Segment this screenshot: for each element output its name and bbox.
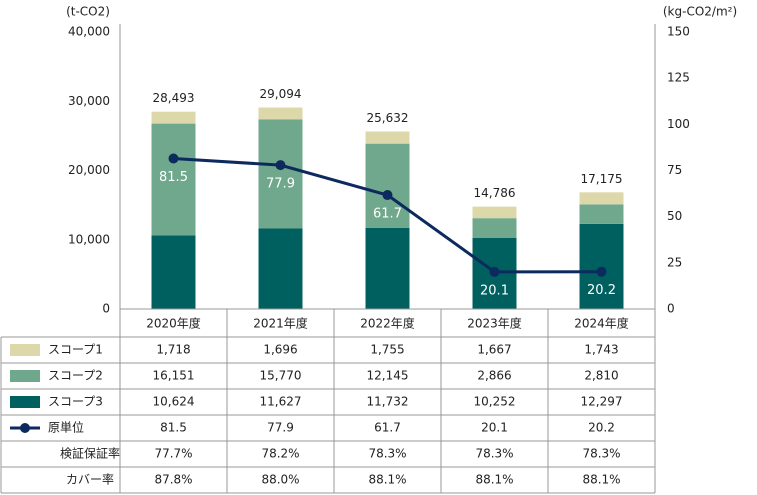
bar-segment: [151, 111, 196, 124]
bar-segment: [472, 206, 517, 219]
table-cell: 77.7%: [154, 447, 192, 461]
row-label: 検証保証率: [60, 446, 120, 461]
x-tick-label: 2022年度: [360, 316, 415, 331]
line-marker: [168, 153, 179, 164]
bar-segment: [579, 204, 624, 224]
bar-segment: [472, 218, 517, 239]
y2-tick-label: 150: [667, 25, 690, 39]
y-tick-label: 30,000: [68, 94, 110, 108]
bar-segment: [258, 119, 303, 229]
table-cell: 1,755: [370, 343, 404, 357]
legend-label: スコープ2: [48, 369, 103, 383]
table-cell: 77.9: [267, 421, 294, 435]
bar-segment: [258, 228, 303, 309]
line-label: 20.2: [587, 283, 616, 298]
y-tick-label: 0: [102, 302, 110, 316]
table-cell: 1,718: [156, 343, 190, 357]
table-cell: 2,866: [477, 369, 511, 383]
y2-tick-label: 100: [667, 117, 690, 131]
x-tick-label: 2021年度: [253, 316, 308, 331]
bar-segment: [258, 107, 303, 120]
legend-swatch: [10, 344, 40, 356]
total-label: 14,786: [474, 186, 516, 200]
table-cell: 20.2: [588, 421, 615, 435]
y2-tick-label: 125: [667, 71, 690, 85]
legend-label: 原単位: [48, 420, 84, 435]
line-marker: [489, 266, 500, 277]
table-cell: 88.0%: [261, 473, 299, 487]
table-cell: 16,151: [153, 369, 195, 383]
x-tick-label: 2023年度: [467, 316, 522, 331]
legend-marker: [20, 423, 30, 433]
table-cell: 88.1%: [582, 473, 620, 487]
y2-tick-label: 75: [667, 163, 682, 177]
table-cell: 1,696: [263, 343, 297, 357]
total-label: 17,175: [581, 172, 623, 186]
total-label: 28,493: [153, 91, 195, 105]
y-tick-label: 20,000: [68, 163, 110, 177]
y2-unit-label: (kg-CO2/m²): [663, 5, 737, 19]
line-marker: [382, 190, 393, 201]
table-cell: 78.3%: [475, 447, 513, 461]
y-tick-label: 40,000: [68, 25, 110, 39]
table-cell: 78.2%: [261, 447, 299, 461]
y-unit-label: (t-CO2): [66, 5, 110, 19]
bar-segment: [365, 131, 410, 144]
bar-segment: [365, 227, 410, 309]
y-tick-label: 10,000: [68, 232, 110, 246]
bar-segment: [151, 123, 196, 236]
table-cell: 1,667: [477, 343, 511, 357]
table-cell: 10,624: [153, 395, 195, 409]
table-cell: 87.8%: [154, 473, 192, 487]
table-cell: 11,627: [260, 395, 302, 409]
bar-segment: [579, 192, 624, 205]
line-marker: [596, 266, 607, 277]
line-label: 20.1: [480, 283, 509, 298]
bar-segment: [579, 223, 624, 309]
line-marker: [275, 160, 286, 171]
legend-label: スコープ1: [48, 343, 103, 357]
x-tick-label: 2024年度: [574, 316, 629, 331]
bar-segment: [365, 143, 410, 228]
table-cell: 88.1%: [475, 473, 513, 487]
table-cell: 78.3%: [582, 447, 620, 461]
legend-label: スコープ3: [48, 395, 103, 409]
line-label: 61.7: [373, 207, 402, 222]
table-cell: 2,810: [584, 369, 618, 383]
row-label: カバー率: [66, 472, 114, 487]
table-cell: 12,297: [581, 395, 623, 409]
legend-swatch: [10, 370, 40, 382]
table-cell: 11,732: [367, 395, 409, 409]
line-label: 77.9: [266, 177, 295, 192]
total-label: 29,094: [260, 87, 302, 101]
table-cell: 12,145: [367, 369, 409, 383]
bar-segment: [151, 235, 196, 309]
table-cell: 10,252: [474, 395, 516, 409]
table-cell: 1,743: [584, 343, 618, 357]
x-tick-label: 2020年度: [146, 316, 201, 331]
table-cell: 81.5: [160, 421, 187, 435]
y2-tick-label: 25: [667, 255, 682, 269]
line-label: 81.5: [159, 170, 188, 185]
legend-swatch: [10, 396, 40, 408]
table-cell: 78.3%: [368, 447, 406, 461]
total-label: 25,632: [367, 111, 409, 125]
table-cell: 15,770: [260, 369, 302, 383]
table-cell: 88.1%: [368, 473, 406, 487]
y2-tick-label: 50: [667, 209, 682, 223]
table-cell: 61.7: [374, 421, 401, 435]
table-cell: 20.1: [481, 421, 508, 435]
y2-tick-label: 0: [667, 302, 675, 316]
